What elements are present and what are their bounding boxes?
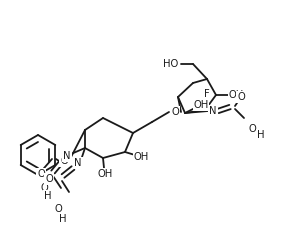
Text: O: O	[60, 156, 68, 166]
Text: O: O	[45, 174, 53, 184]
Text: H: H	[257, 130, 265, 140]
Text: O: O	[237, 92, 245, 102]
Text: O: O	[54, 204, 62, 214]
Text: H: H	[59, 214, 67, 224]
Text: O: O	[40, 183, 48, 193]
Text: F: F	[204, 89, 210, 99]
Text: OH: OH	[97, 169, 113, 179]
Text: OH: OH	[228, 90, 244, 100]
Text: OH: OH	[133, 152, 149, 162]
Text: OH: OH	[193, 100, 209, 110]
Text: HO: HO	[163, 59, 179, 69]
Text: H: H	[44, 191, 52, 201]
Text: N: N	[209, 106, 217, 116]
Text: O: O	[171, 107, 179, 117]
Text: O: O	[37, 169, 45, 179]
Text: N: N	[63, 151, 71, 161]
Text: O: O	[248, 124, 256, 134]
Text: N: N	[74, 158, 82, 168]
